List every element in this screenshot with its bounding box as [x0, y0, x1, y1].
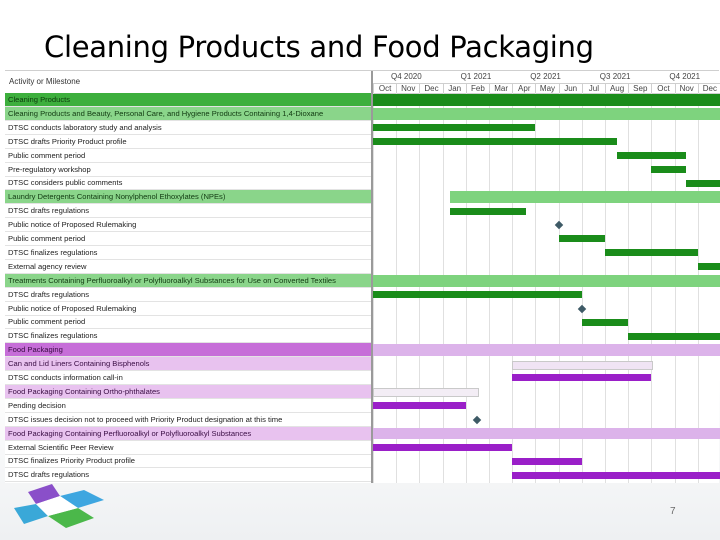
category-row: Can and Lid Liners Containing Bisphenols: [5, 357, 371, 372]
quarter-label: Q4 2021: [669, 72, 701, 81]
task-row: Public comment period: [5, 149, 371, 163]
milestone-diamond: [473, 415, 482, 424]
gantt-bar: [581, 318, 629, 326]
gantt-bar: [373, 107, 720, 120]
month-gridline: [419, 93, 421, 483]
task-row: DTSC finalizes regulations: [5, 246, 371, 260]
task-row: Public notice of Proposed Rulemaking: [5, 302, 371, 316]
task-row: DTSC considers public comments: [5, 176, 371, 191]
month-label: Dec: [697, 83, 720, 94]
task-row: DTSC drafts regulations: [5, 288, 371, 302]
gantt-bar: [697, 263, 720, 271]
gantt-bar: [373, 402, 466, 410]
month-label: Dec: [419, 83, 443, 94]
gantt-bar: [512, 471, 720, 479]
task-row: DTSC finalizes regulations: [5, 329, 371, 344]
gantt-bar: [373, 274, 720, 287]
gantt-bar: [512, 360, 654, 370]
gantt-bar: [628, 332, 720, 340]
category-row: Food Packaging Containing Perfluoroalkyl…: [5, 426, 371, 441]
category-row: Food Packaging Containing Ortho-phthalat…: [5, 384, 371, 399]
month-gridline: [558, 93, 560, 483]
category-row: Cleaning Products and Beauty, Personal C…: [5, 106, 371, 121]
task-row: Public notice of Proposed Rulemaking: [5, 218, 371, 233]
task-row: DTSC issues decision not to proceed with…: [5, 413, 371, 427]
task-row: Public comment period: [5, 315, 371, 330]
month-gridline: [605, 93, 606, 483]
gantt-bar: [373, 94, 720, 106]
month-label: Jun: [558, 83, 582, 94]
milestone-diamond: [577, 304, 587, 313]
month-label: Mar: [489, 83, 513, 94]
month-gridline: [442, 93, 444, 483]
month-label: Apr: [512, 83, 536, 94]
gantt-bar: [373, 443, 513, 451]
task-row: DTSC drafts regulations: [5, 204, 371, 219]
month-label: Jul: [581, 83, 605, 94]
activity-column: Activity or Milestone Cleaning Products C…: [5, 71, 371, 483]
quarter-label: Q4 2020: [391, 72, 422, 81]
month-gridline: [489, 93, 490, 483]
task-row: External Scientific Peer Review: [5, 441, 371, 455]
month-label: Sep: [628, 83, 652, 94]
category-row: Laundry Detergents Containing Nonylpheno…: [5, 190, 371, 205]
milestone-diamond: [554, 220, 563, 230]
organization-logo: [14, 484, 104, 528]
gantt-bar: [449, 207, 527, 215]
month-label: Feb: [465, 83, 489, 94]
page-number: 7: [670, 506, 676, 517]
month-gridline: [535, 93, 537, 483]
task-row: DTSC conducts information call-in: [5, 371, 371, 385]
quarter-label: Q1 2021: [460, 72, 492, 81]
month-gridline: [465, 93, 467, 483]
gantt-bar: [373, 291, 582, 299]
category-row: Cleaning Products: [5, 93, 371, 107]
gantt-bar: [449, 191, 720, 204]
month-gridline: [512, 93, 514, 483]
month-gridline: [373, 93, 374, 483]
month-gridline: [396, 93, 398, 483]
category-row: Treatments Containing Perfluoroalkyl or …: [5, 273, 371, 288]
gantt-bar: [651, 165, 687, 173]
task-row: Pending decision: [5, 399, 371, 413]
month-gridline: [581, 93, 583, 483]
month-gridline: [674, 93, 676, 483]
task-row: DTSC drafts Priority Product profile: [5, 135, 371, 149]
task-row: DTSC drafts regulations: [5, 468, 371, 483]
month-gridline: [628, 93, 630, 483]
task-row: External agency review: [5, 260, 371, 274]
gantt-bar: [512, 374, 652, 382]
month-label: Aug: [605, 83, 629, 94]
month-gridline: [651, 93, 653, 483]
task-row: Pre-regulatory workshop: [5, 163, 371, 177]
gantt-bar: [616, 152, 687, 160]
slide-title: Cleaning Products and Food Packaging: [44, 30, 594, 64]
category-row: Food Packaging: [5, 343, 371, 358]
task-row: Public comment period: [5, 232, 371, 246]
gantt-bar: [373, 124, 536, 132]
task-row: DTSC finalizes Priority Product profile: [5, 454, 371, 469]
gantt-bar: [686, 179, 720, 187]
month-label: May: [535, 83, 559, 94]
activity-column-header: Activity or Milestone: [9, 77, 81, 86]
quarter-label: Q2 2021: [530, 72, 561, 81]
gantt-bar: [558, 235, 605, 243]
timeline-column: Q4 2020 Q1 2021 Q2 2021 Q3 2021 Q4 2021 Oct No…: [371, 71, 720, 483]
task-row: DTSC conducts laboratory study and analy…: [5, 121, 371, 135]
month-label: Oct: [373, 83, 397, 94]
month-label: Oct: [651, 83, 675, 94]
month-label: Nov: [674, 83, 698, 94]
month-label: Jan: [442, 83, 466, 94]
gantt-bar: [512, 457, 582, 465]
gantt-bar: [373, 138, 617, 146]
gantt-bar: [373, 388, 480, 398]
gantt-bar: [605, 249, 698, 257]
gantt-chart: Activity or Milestone Cleaning Products C…: [5, 70, 720, 483]
month-label: Nov: [396, 83, 420, 94]
quarter-label: Q3 2021: [599, 72, 631, 81]
gantt-bar: [373, 344, 720, 357]
gantt-bar: [373, 427, 720, 440]
month-gridline: [697, 93, 699, 483]
